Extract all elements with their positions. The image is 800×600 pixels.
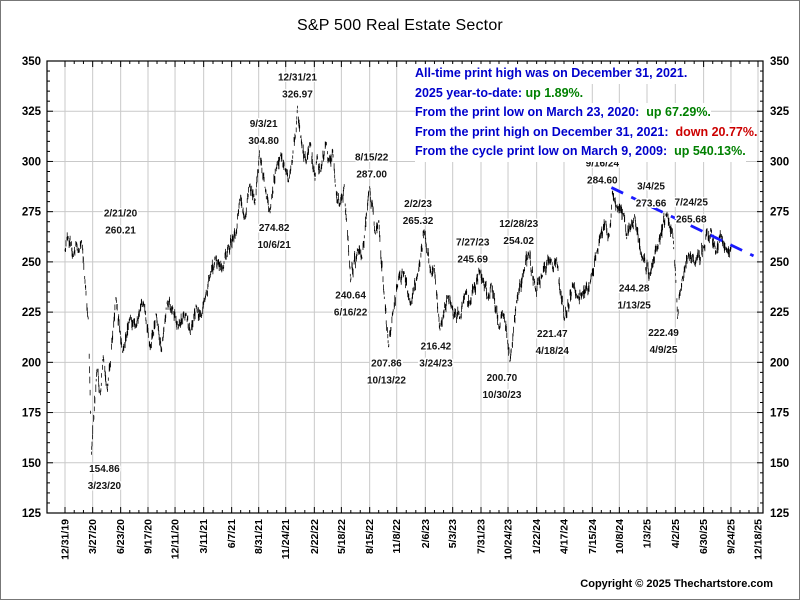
svg-text:3/11/21: 3/11/21 [198, 519, 210, 554]
svg-text:225: 225 [770, 307, 790, 319]
svg-text:3/4/25: 3/4/25 [637, 181, 665, 192]
svg-text:265.68: 265.68 [676, 214, 707, 225]
svg-text:125: 125 [770, 508, 790, 520]
svg-text:200: 200 [22, 357, 41, 369]
svg-text:287.00: 287.00 [356, 170, 387, 181]
svg-text:150: 150 [770, 458, 789, 470]
summary-line: From the print high on December 31, 2021… [415, 122, 758, 142]
svg-text:12/28/23: 12/28/23 [499, 219, 538, 230]
svg-text:10/8/24: 10/8/24 [614, 519, 626, 554]
svg-text:207.86: 207.86 [371, 359, 402, 370]
svg-text:200.70: 200.70 [487, 373, 518, 384]
svg-text:150: 150 [22, 458, 41, 470]
svg-text:245.69: 245.69 [457, 255, 488, 266]
svg-text:326.97: 326.97 [282, 89, 313, 100]
svg-text:9/24/25: 9/24/25 [725, 519, 737, 554]
svg-text:5/18/22: 5/18/22 [336, 519, 348, 554]
svg-text:221.47: 221.47 [537, 329, 568, 340]
svg-text:222.49: 222.49 [648, 328, 679, 339]
svg-text:1/22/24: 1/22/24 [531, 519, 543, 554]
svg-text:216.42: 216.42 [421, 341, 452, 352]
copyright-text: Copyright © 2025 Thechartstore.com [580, 578, 773, 590]
svg-text:304.80: 304.80 [248, 136, 279, 147]
summary-line: From the print low on March 23, 2020: up… [415, 103, 711, 123]
svg-text:1/13/25: 1/13/25 [617, 300, 651, 311]
svg-text:2/21/20: 2/21/20 [104, 208, 138, 219]
svg-text:240.64: 240.64 [335, 291, 366, 302]
svg-text:254.02: 254.02 [503, 236, 534, 247]
svg-text:7/15/24: 7/15/24 [587, 519, 599, 554]
svg-text:6/16/22: 6/16/22 [334, 308, 368, 319]
svg-text:10/30/23: 10/30/23 [482, 390, 521, 401]
svg-text:274.82: 274.82 [259, 223, 290, 234]
svg-text:350: 350 [22, 56, 41, 68]
svg-text:12/31/19: 12/31/19 [60, 519, 72, 560]
svg-text:350: 350 [770, 56, 789, 68]
svg-text:300: 300 [770, 156, 789, 168]
svg-text:325: 325 [770, 106, 790, 118]
svg-text:250: 250 [770, 257, 789, 269]
svg-text:12/18/25: 12/18/25 [753, 519, 765, 560]
svg-text:260.21: 260.21 [105, 225, 136, 236]
svg-text:265.32: 265.32 [403, 216, 434, 227]
svg-text:9/17/20: 9/17/20 [143, 519, 155, 554]
svg-text:2/6/23: 2/6/23 [420, 519, 432, 548]
svg-text:125: 125 [22, 508, 42, 520]
svg-text:284.60: 284.60 [587, 175, 618, 186]
svg-text:300: 300 [22, 156, 41, 168]
svg-text:11/8/22: 11/8/22 [391, 519, 403, 554]
svg-text:1/3/25: 1/3/25 [642, 519, 654, 548]
svg-text:175: 175 [770, 408, 790, 420]
svg-text:6/23/20: 6/23/20 [115, 519, 127, 554]
svg-text:244.28: 244.28 [619, 283, 650, 294]
svg-text:2/22/22: 2/22/22 [309, 519, 321, 554]
svg-text:7/27/23: 7/27/23 [456, 238, 490, 249]
summary-line: From the cycle print low on March 9, 200… [415, 142, 746, 162]
svg-text:9/3/21: 9/3/21 [250, 119, 278, 130]
svg-text:3/24/23: 3/24/23 [419, 358, 453, 369]
svg-text:225: 225 [22, 307, 42, 319]
svg-text:273.66: 273.66 [636, 198, 667, 209]
svg-text:8/15/22: 8/15/22 [364, 519, 376, 554]
svg-text:10/6/21: 10/6/21 [257, 240, 291, 251]
svg-text:175: 175 [22, 408, 42, 420]
svg-text:10/13/22: 10/13/22 [367, 376, 406, 387]
summary-line: 2025 year-to-date: up 1.89%. [415, 83, 584, 103]
performance-summary: All-time print high was on December 31, … [415, 64, 758, 162]
svg-text:4/18/24: 4/18/24 [536, 346, 570, 357]
svg-text:6/7/21: 6/7/21 [226, 519, 238, 548]
summary-line: All-time print high was on December 31, … [415, 64, 688, 84]
svg-text:11/24/21: 11/24/21 [280, 519, 292, 559]
svg-text:8/31/21: 8/31/21 [253, 519, 265, 554]
svg-text:4/9/25: 4/9/25 [650, 345, 678, 356]
svg-text:325: 325 [22, 106, 42, 118]
svg-text:2/2/23: 2/2/23 [404, 199, 432, 210]
svg-text:5/3/23: 5/3/23 [447, 519, 459, 548]
svg-text:6/30/25: 6/30/25 [698, 519, 710, 554]
svg-text:12/31/21: 12/31/21 [278, 72, 317, 83]
svg-text:250: 250 [22, 257, 41, 269]
svg-text:4/17/24: 4/17/24 [558, 519, 570, 554]
svg-text:275: 275 [22, 207, 42, 219]
svg-text:12/11/20: 12/11/20 [170, 519, 182, 559]
svg-text:200: 200 [770, 357, 789, 369]
svg-text:7/31/23: 7/31/23 [475, 519, 487, 554]
svg-text:3/23/20: 3/23/20 [88, 481, 122, 492]
svg-text:7/24/25: 7/24/25 [675, 197, 709, 208]
svg-text:275: 275 [770, 207, 790, 219]
chart-title: S&P 500 Real Estate Sector [297, 17, 503, 34]
svg-text:8/15/22: 8/15/22 [355, 153, 389, 164]
svg-text:3/27/20: 3/27/20 [87, 519, 99, 554]
svg-text:10/24/23: 10/24/23 [503, 519, 515, 560]
svg-text:4/2/25: 4/2/25 [670, 519, 682, 548]
svg-text:154.86: 154.86 [89, 464, 120, 475]
